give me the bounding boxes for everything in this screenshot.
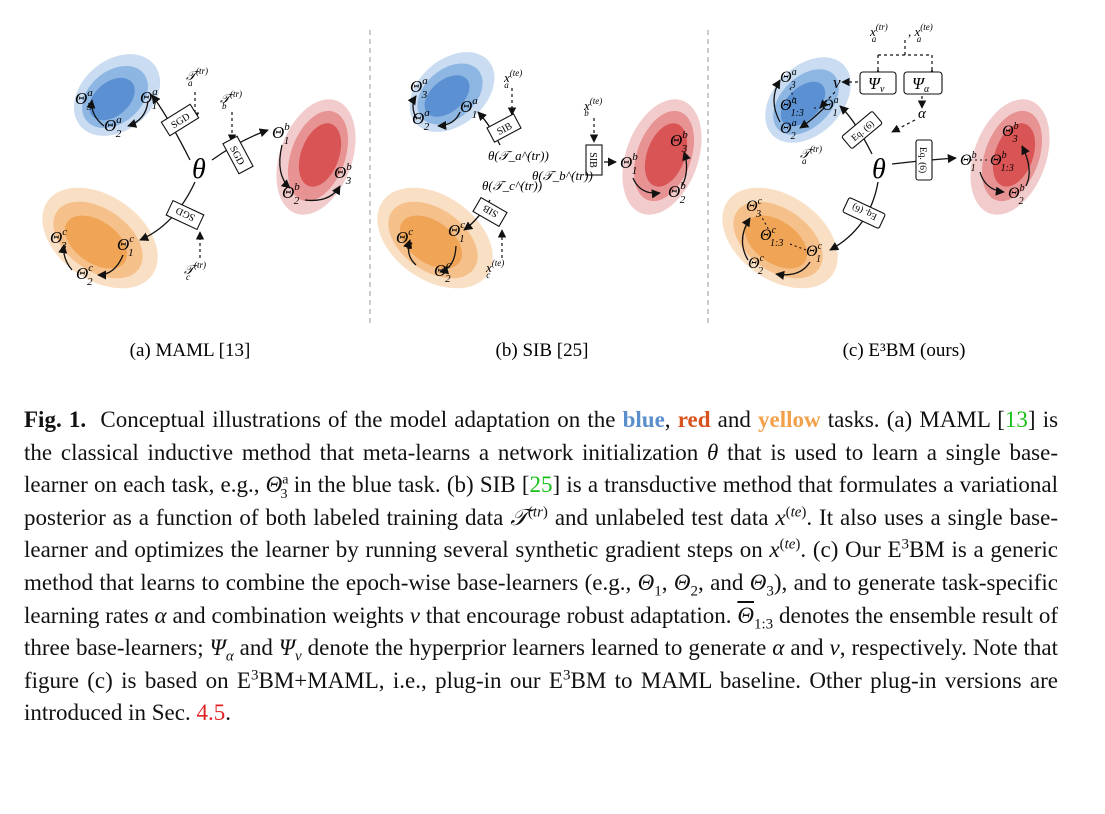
svg-text:Ψα: Ψα <box>912 74 930 95</box>
caption-panel-c: (c) E³BM (ours) <box>843 340 966 361</box>
caption-intro: Conceptual illustrations of the model ad… <box>100 407 616 432</box>
node-labels: Θa 3 Θa 1 Θa 2 Θb 1 Θb 3 Θb 2 Θc 3 Θc 1 Θc 2 <box>50 86 352 288</box>
svg-text:θ(𝒯_c^(tr)): θ(𝒯_c^(tr)) <box>482 178 542 193</box>
node-theta1-b: Θb 1 <box>272 121 290 147</box>
svg-text:Θc2: Θc 2 <box>748 253 765 277</box>
svg-text:𝒯(tr)c: 𝒯(tr) c <box>184 260 206 282</box>
figure-illustration: θ Θa 3 Θa 1 Θa 2 Θb 1 Θb 3 Θb 2 Θc 3 Θc 1 Θc 2 <box>42 22 1050 361</box>
alpha-label: α <box>918 106 927 122</box>
svg-text:Θa2: Θa 2 <box>412 107 430 133</box>
node-theta3-b: Θb 3 <box>334 161 352 187</box>
svg-text:Θc1: Θc 1 <box>448 219 465 245</box>
caption-label: Fig. 1. <box>24 407 87 432</box>
svg-text:x(te)a: x(te) a <box>503 68 522 90</box>
word-blue: blue <box>622 407 665 432</box>
word-red: red <box>677 407 711 432</box>
node-labels: Θa 3 Θa 1:3 Θa 1 Θa 2 Θb 1 Θb 1:3 Θb 3 Θb 2 Θc 3 … <box>746 67 1025 277</box>
svg-text:Θb3: Θb 3 <box>670 129 688 155</box>
svg-text:x(te)c: x(te) c <box>485 258 504 280</box>
svg-text:Θa3: Θa 3 <box>410 75 428 101</box>
psi-alpha-box <box>903 71 943 95</box>
node-theta1-c: Θc 1 <box>117 233 134 259</box>
panel-b: Θa 3 Θa 1 Θa 2 Θb 1 Θb 3 Θb 2 Θc 3 Θc 1 Θc 2 <box>377 52 702 361</box>
svg-text:SIB: SIB <box>587 152 598 168</box>
svg-text:Θc1: Θc 1 <box>806 241 823 265</box>
blue-task-region <box>765 57 851 143</box>
svg-text:Θa1:3: Θa 1:3 <box>780 95 804 119</box>
ref-25-link[interactable]: 25 <box>529 472 553 498</box>
svg-text:Θb1:3: Θb 1:3 <box>990 150 1014 174</box>
sib-theta-labels: θ(𝒯_a^(tr)) θ(𝒯_b^(tr)) θ(𝒯_c^(tr)) <box>482 148 593 193</box>
svg-text:Ψv: Ψv <box>868 74 885 95</box>
svg-text:Eq. (6): Eq. (6) <box>917 147 928 173</box>
svg-text:x(te)b: x(te) b <box>583 96 602 118</box>
svg-text:𝒯(tr)a: 𝒯(tr) a <box>800 144 822 166</box>
svg-text:, x(te)a: , x(te) a <box>908 22 933 44</box>
svg-text:Θb2: Θb 2 <box>1008 183 1025 207</box>
svg-text:θ(𝒯_a^(tr)): θ(𝒯_a^(tr)) <box>488 148 549 163</box>
sgd-boxes: SGD SGD SGD <box>160 103 254 231</box>
word-yellow: yellow <box>758 407 821 432</box>
hyperprior-boxes: Ψv Ψα v α <box>833 71 943 122</box>
v-label: v <box>833 73 841 92</box>
svg-text:Θb3: Θb 3 <box>1002 121 1019 145</box>
theta-center: θ <box>192 154 206 185</box>
svg-text:Θb2: Θb 2 <box>668 180 686 206</box>
caption-panel-a: (a) MAML [13] <box>130 340 251 361</box>
svg-text:𝒯(tr)a: 𝒯(tr) a <box>186 66 208 88</box>
figure-caption: Fig. 1. Conceptual illustrations of the … <box>24 407 1059 726</box>
ref-13-link[interactable]: 13 <box>1004 407 1028 432</box>
svg-text:θ(𝒯_b^(tr)): θ(𝒯_b^(tr)) <box>532 168 593 183</box>
node-labels: Θa 3 Θa 1 Θa 2 Θb 1 Θb 3 Θb 2 Θc 3 Θc 1 Θc 2 <box>396 75 688 285</box>
svg-text:Θc3: Θc 3 <box>746 196 763 220</box>
svg-text:Θc1:3: Θc 1:3 <box>760 225 783 249</box>
theta-center: θ <box>872 154 886 185</box>
task-data-arrows <box>190 92 237 258</box>
svg-text:Θa2: Θa 2 <box>780 118 797 142</box>
svg-text:x(tr)a: x(tr) a <box>869 22 888 44</box>
red-task-region <box>276 99 356 215</box>
ref-sec-4-5-link[interactable]: 4.5 <box>196 700 226 726</box>
panel-c: θ Θa 3 Θa 1:3 Θa 1 Θa 2 Θb 1 Θb 1:3 Θb 3 Θb 2 Θc… <box>722 22 1050 361</box>
test-data-arrows <box>497 88 599 258</box>
svg-text:Θb1: Θb 1 <box>620 151 638 177</box>
svg-text:Θa1: Θa 1 <box>460 95 478 121</box>
psi-v-box <box>859 71 897 95</box>
sib-boxes: SIB SIB SIB <box>472 113 603 228</box>
svg-text:𝒯(tr)b: 𝒯(tr) b <box>220 89 242 111</box>
blue-task-region <box>409 52 495 132</box>
svg-text:Θb1: Θb 1 <box>960 150 977 174</box>
test-labels-b: x(te) a x(te) b x(te) c <box>485 68 602 280</box>
node-theta1-a: Θa 1 <box>140 86 158 112</box>
svg-text:Θa3: Θa 3 <box>780 67 797 91</box>
red-task-region <box>970 99 1050 215</box>
panel-a: θ Θa 3 Θa 1 Θa 2 Θb 1 Θb 3 Θb 2 Θc 3 Θc 1 Θc 2 <box>42 54 356 361</box>
node-theta2-c: Θc 2 <box>76 262 93 288</box>
eq-boxes: Eq. (6) Eq. (6) Eq. (6) <box>841 111 933 229</box>
yellow-task-region <box>42 187 158 289</box>
caption-panel-b: (b) SIB [25] <box>496 340 589 361</box>
node-theta2-a: Θa 2 <box>104 114 122 140</box>
